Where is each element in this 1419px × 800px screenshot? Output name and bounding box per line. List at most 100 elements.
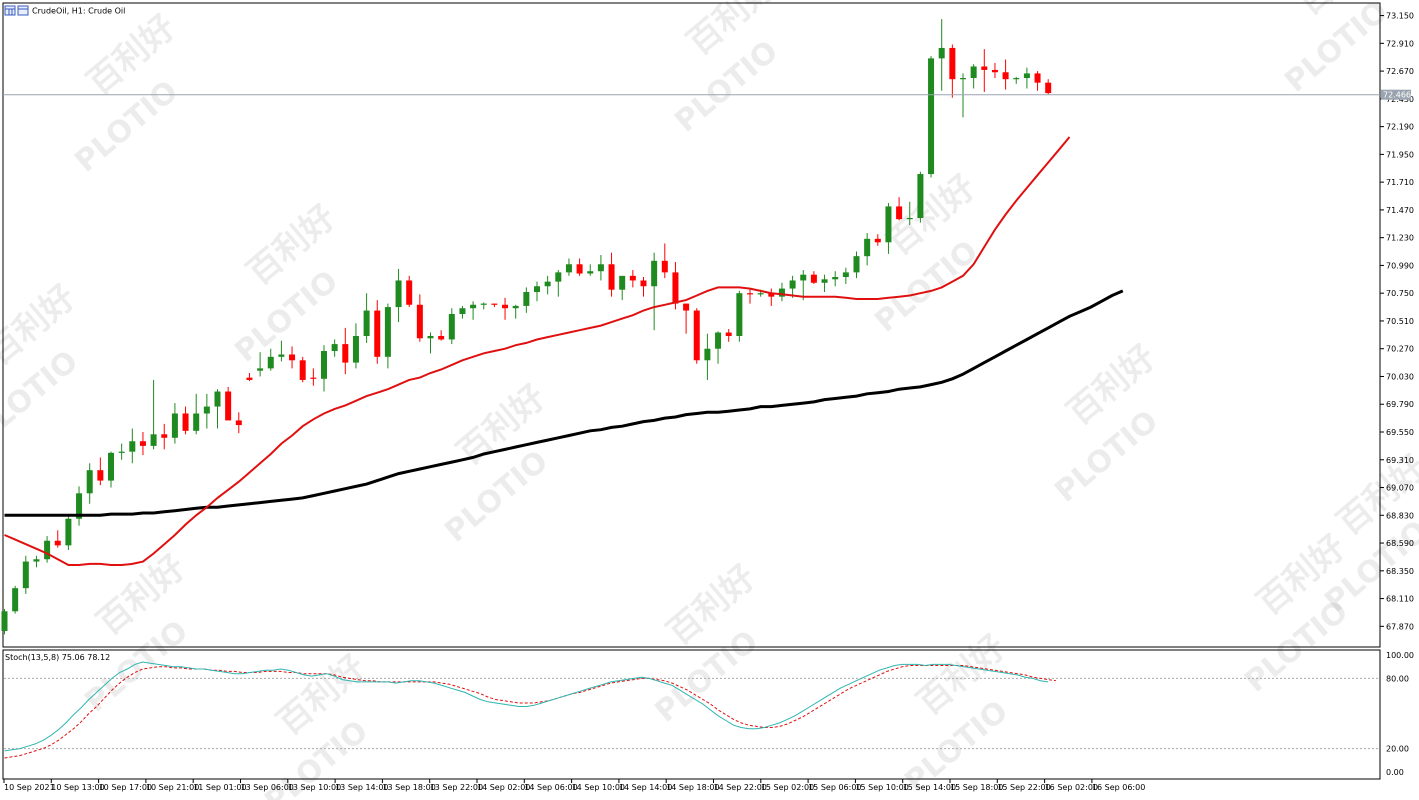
candle-body <box>736 293 743 336</box>
candle-body <box>778 288 785 297</box>
candle <box>991 62 998 79</box>
candle-body <box>374 310 381 357</box>
time-tick-label: 15 Sep 22:00 <box>997 783 1050 792</box>
candle-body <box>1023 73 1030 79</box>
price-tick-label: 69.070 <box>1386 484 1414 493</box>
candle-body <box>970 66 977 79</box>
candle <box>406 275 413 308</box>
candle-body <box>651 260 658 287</box>
price-tick-label: 71.950 <box>1386 150 1414 159</box>
candle-body <box>757 293 764 295</box>
candle-body <box>928 58 935 175</box>
candle-body <box>842 272 849 277</box>
candle-body <box>97 470 104 481</box>
time-tick-label: 16 Sep 06:00 <box>1092 783 1145 792</box>
current-price-label: 72.466 <box>1383 91 1411 100</box>
candle-body <box>789 280 796 289</box>
candle <box>86 463 93 504</box>
candle-body <box>640 280 647 287</box>
candle-body <box>384 307 391 357</box>
candle-body <box>278 354 285 357</box>
candle <box>608 252 615 297</box>
candle-body <box>395 280 402 308</box>
oscillator-level-label: 100.00 <box>1386 651 1414 660</box>
candle-body <box>597 264 604 272</box>
time-tick-label: 13 Sep 18:00 <box>382 783 435 792</box>
candle <box>118 443 125 460</box>
candle <box>193 393 200 435</box>
candle <box>949 44 956 98</box>
candle-body <box>352 335 359 363</box>
candle <box>150 379 157 450</box>
candle <box>725 329 732 342</box>
candle <box>768 288 775 306</box>
candle <box>352 323 359 369</box>
candle-body <box>1002 72 1009 80</box>
time-tick-label: 15 Sep 14:00 <box>903 783 956 792</box>
candle <box>1034 71 1041 91</box>
price-tick-label: 70.990 <box>1386 261 1414 270</box>
time-tick-label: 13 Sep 14:00 <box>335 783 388 792</box>
price-tick-label: 68.350 <box>1386 567 1414 576</box>
candle <box>65 516 72 550</box>
time-tick-label: 10 Sep 17:00 <box>99 783 152 792</box>
candle-body <box>139 441 146 446</box>
candle-body <box>171 413 178 438</box>
candle-body <box>299 360 306 380</box>
price-tick-label: 70.270 <box>1386 345 1414 354</box>
candle <box>800 270 807 301</box>
candle <box>576 258 583 276</box>
candle <box>544 275 551 295</box>
candle-body <box>310 377 317 379</box>
time-tick-label: 15 Sep 02:00 <box>761 783 814 792</box>
price-axis: 73.15072.91072.67072.43072.19071.95071.7… <box>1380 12 1414 631</box>
candles <box>1 19 1052 635</box>
candle-body <box>1045 82 1052 94</box>
price-tick-label: 69.310 <box>1386 456 1414 465</box>
candle-body <box>289 354 296 361</box>
candle <box>864 233 871 266</box>
candle <box>374 300 381 364</box>
candle-body <box>725 332 732 336</box>
candle-body <box>885 206 892 243</box>
candle-body <box>1 611 8 631</box>
candle <box>502 297 509 320</box>
candle <box>44 536 51 563</box>
candle <box>661 243 668 279</box>
oscillator-level-label: 20.00 <box>1386 745 1409 754</box>
candle-body <box>491 303 498 305</box>
candle-body <box>747 293 753 295</box>
candle <box>278 340 285 362</box>
stochastic-signal-line <box>4 665 1056 759</box>
candle <box>906 201 913 225</box>
candle <box>171 403 178 444</box>
candle-body <box>86 470 93 494</box>
oscillator-levels: 100.00 80.00 20.00 0.00 <box>4 651 1414 777</box>
candle <box>778 282 785 302</box>
candle <box>108 451 114 488</box>
candle-body <box>853 256 860 273</box>
candle-body <box>608 264 615 290</box>
price-tick-label: 67.870 <box>1386 622 1414 631</box>
oscillator-level-label: 0.00 <box>1386 768 1404 777</box>
candle <box>683 303 690 334</box>
candle-body <box>1013 78 1020 80</box>
candle <box>970 64 977 89</box>
candle <box>214 389 221 429</box>
candle-body <box>960 78 966 80</box>
candle-body <box>715 332 722 349</box>
candle <box>747 288 753 304</box>
candle-body <box>129 441 136 452</box>
time-tick-label: 13 Sep 10:00 <box>288 783 341 792</box>
time-tick-label: 15 Sep 10:00 <box>855 783 908 792</box>
candle <box>480 302 487 310</box>
chart-header: CrudeOil, H1: Crude Oil <box>4 5 125 16</box>
candle-body <box>76 493 83 519</box>
candle <box>267 348 274 371</box>
candle-body <box>917 174 924 218</box>
price-tick-label: 72.670 <box>1386 67 1414 76</box>
candle <box>896 197 903 221</box>
price-tick-label: 69.550 <box>1386 428 1414 437</box>
candle-body <box>22 561 29 589</box>
